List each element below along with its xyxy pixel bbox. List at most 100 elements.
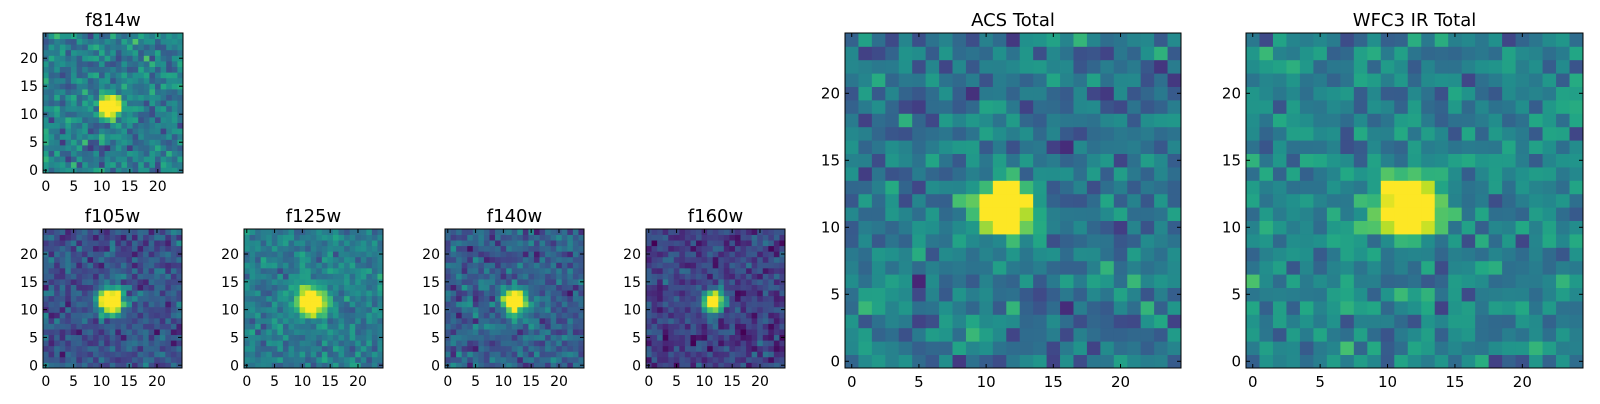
heatmap-cell: [93, 279, 99, 285]
heatmap-cell: [858, 314, 873, 329]
heatmap-cell: [723, 245, 730, 252]
heatmap-cell: [81, 306, 88, 313]
heatmap-cell: [528, 251, 535, 258]
heatmap-cell: [65, 72, 72, 79]
heatmap-cell: [138, 61, 145, 67]
heatmap-cell: [757, 334, 764, 341]
heatmap-cell: [332, 251, 339, 258]
heatmap-cell: [1475, 33, 1490, 47]
heatmap-cell: [299, 234, 306, 241]
heatmap-cell: [171, 55, 178, 62]
heatmap-cell: [707, 351, 714, 358]
heatmap-cell: [316, 284, 323, 291]
y-tick-label: 10: [221, 303, 239, 319]
panel-title: f105w: [85, 206, 140, 227]
heatmap-cell: [567, 323, 574, 330]
heatmap-cell: [48, 128, 55, 135]
heatmap-cell: [556, 262, 563, 269]
heatmap-cell: [489, 245, 496, 252]
heatmap-cell: [110, 150, 117, 157]
heatmap-cell: [740, 284, 747, 291]
heatmap-cell: [885, 100, 900, 114]
heatmap-cell: [143, 229, 150, 235]
heatmap-cell: [871, 46, 886, 61]
heatmap-cell: [1046, 341, 1061, 355]
heatmap-cell: [93, 351, 99, 358]
heatmap-cell: [662, 323, 669, 330]
heatmap-cell: [1488, 193, 1503, 208]
heatmap-cell: [1100, 59, 1115, 74]
heatmap-cell: [483, 323, 490, 330]
heatmap-cell: [249, 340, 256, 347]
heatmap-cell: [349, 245, 356, 252]
heatmap-cell: [757, 329, 764, 336]
heatmap-cell: [249, 267, 256, 274]
heatmap-cell: [1299, 113, 1314, 128]
heatmap-cell: [1019, 287, 1034, 302]
heatmap-cell: [1421, 354, 1436, 369]
heatmap-cell: [266, 267, 273, 274]
heatmap-cell: [701, 312, 708, 319]
heatmap-cell: [1434, 126, 1449, 141]
heatmap-cell: [679, 345, 686, 352]
heatmap-cell: [1246, 33, 1260, 47]
heatmap-cell: [1475, 153, 1490, 168]
heatmap-cell: [1461, 341, 1476, 355]
heatmap-cell: [657, 245, 664, 252]
heatmap-cell: [87, 105, 94, 112]
heatmap-cell: [768, 262, 775, 269]
heatmap-cell: [260, 323, 267, 330]
heatmap-cell: [104, 279, 111, 285]
heatmap-cell: [93, 290, 99, 297]
heatmap-cell: [450, 290, 457, 297]
heatmap-cell: [115, 145, 122, 151]
heatmap-cell: [115, 167, 122, 174]
heatmap-cell: [898, 113, 913, 128]
heatmap-cell: [1073, 260, 1088, 275]
heatmap-cell: [679, 351, 686, 358]
heatmap-cell: [70, 245, 77, 252]
heatmap-cell: [87, 117, 94, 123]
heatmap-cell: [249, 245, 256, 252]
heatmap-cell: [1313, 287, 1328, 302]
heatmap-cell: [939, 287, 953, 302]
heatmap-cell: [1086, 247, 1101, 262]
heatmap-cell: [898, 86, 913, 101]
heatmap-cell: [82, 156, 89, 163]
heatmap-cell: [176, 273, 183, 280]
heatmap-cell: [244, 290, 250, 297]
heatmap-cell: [76, 38, 83, 45]
heatmap-cell: [87, 345, 94, 352]
heatmap-cell: [126, 240, 133, 247]
heatmap-cell: [377, 345, 384, 352]
heatmap-cell: [109, 245, 116, 252]
heatmap-cell: [483, 362, 490, 369]
heatmap-cell: [779, 273, 786, 280]
heatmap-cell: [48, 89, 55, 95]
heatmap-cell: [344, 234, 351, 241]
heatmap-cell: [109, 262, 116, 269]
heatmap-cell: [729, 290, 736, 297]
heatmap-cell: [1475, 86, 1490, 101]
heatmap-cell: [1502, 327, 1516, 342]
heatmap-cell: [65, 139, 72, 146]
heatmap-cell: [1113, 354, 1128, 369]
heatmap-cell: [1299, 354, 1314, 369]
heatmap-cell: [110, 145, 117, 151]
heatmap-cell: [456, 301, 463, 308]
heatmap-cell: [871, 234, 886, 248]
heatmap-cell: [768, 312, 775, 319]
heatmap-cell: [578, 273, 585, 280]
heatmap-cell: [48, 133, 55, 140]
heatmap-cell: [561, 279, 568, 285]
heatmap-cell: [1340, 126, 1355, 141]
heatmap-cell: [1529, 46, 1543, 61]
heatmap-cell: [327, 284, 334, 291]
heatmap-cell: [1434, 33, 1449, 47]
heatmap-cell: [277, 317, 284, 324]
heatmap-cell: [244, 356, 250, 363]
heatmap-cell: [305, 262, 312, 269]
heatmap-cell: [316, 362, 323, 369]
heatmap-cell: [657, 356, 664, 363]
heatmap-cell: [176, 284, 183, 291]
